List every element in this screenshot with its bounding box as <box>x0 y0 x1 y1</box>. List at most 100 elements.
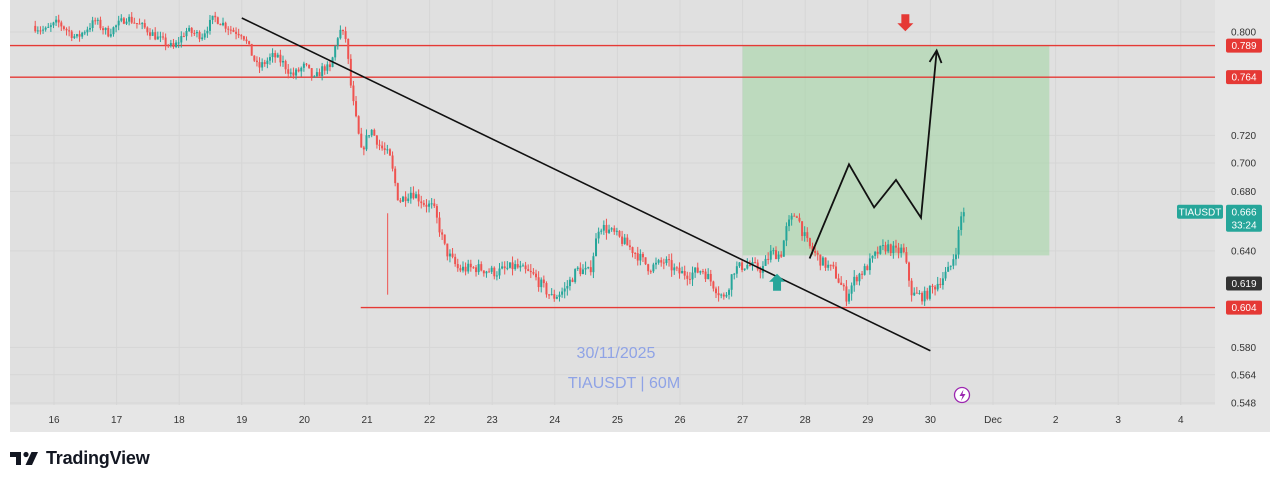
candle-body <box>339 29 342 39</box>
candle-body <box>62 26 65 29</box>
candle-body <box>443 234 446 244</box>
x-tick-label: 22 <box>424 415 436 426</box>
candle-body <box>383 148 386 151</box>
candle-body <box>840 282 843 285</box>
candle-body <box>688 278 691 280</box>
candle-body <box>934 286 937 290</box>
candle-body <box>282 61 285 63</box>
candle-body <box>863 266 866 275</box>
candle-body <box>542 279 545 284</box>
candle-body <box>592 256 595 273</box>
candle-body <box>733 273 736 275</box>
candle-body <box>769 250 772 260</box>
candle-body <box>378 144 381 146</box>
candle-body <box>401 196 404 202</box>
candle-body <box>349 58 352 86</box>
candle-body <box>459 268 462 271</box>
candle-body <box>284 61 287 70</box>
projection-path[interactable] <box>808 50 938 259</box>
candle-body <box>404 196 407 202</box>
watermark-symbol: TIAUSDT | 60M <box>568 375 680 392</box>
candle-body <box>754 262 757 264</box>
candle-body <box>855 276 858 282</box>
candle-body <box>143 23 146 28</box>
candle-body <box>162 36 165 38</box>
candle-body <box>469 263 472 268</box>
candle-body <box>245 39 248 42</box>
candle-body <box>563 288 566 292</box>
candle-body <box>782 240 785 257</box>
target-zone-layer <box>742 45 1050 256</box>
candle-body <box>649 271 652 273</box>
candle-body <box>555 296 558 299</box>
candle-body <box>409 192 412 199</box>
candle-body <box>623 237 626 244</box>
x-tick-label: 26 <box>674 415 686 426</box>
candle-body <box>928 285 931 299</box>
candle-body <box>962 212 965 217</box>
candle-body <box>315 72 318 77</box>
crosshair-price-label: 0.619 <box>1231 279 1256 290</box>
candle-body <box>156 36 159 40</box>
candle-body <box>850 285 853 294</box>
level-price-label: 0.604 <box>1231 303 1256 314</box>
candle-body <box>806 232 809 239</box>
candle-body <box>501 266 504 269</box>
candle-body <box>164 37 167 46</box>
candle-body <box>884 245 887 252</box>
candle-body <box>211 15 214 20</box>
candle-body <box>461 266 464 271</box>
candle-body <box>842 284 845 287</box>
candle-body <box>566 285 569 289</box>
candle-body <box>39 30 42 32</box>
arrow-up-marker[interactable] <box>769 273 786 291</box>
candle-body <box>206 30 209 34</box>
candle-body <box>610 228 613 230</box>
x-tick-label: 16 <box>48 415 60 426</box>
target-zone[interactable] <box>742 45 1050 256</box>
candle-body <box>670 260 673 271</box>
candle-body <box>287 69 290 74</box>
y-tick-label: 0.548 <box>1231 399 1256 410</box>
candle-body <box>644 257 647 265</box>
candle-body <box>561 291 564 295</box>
candle-body <box>686 275 689 279</box>
x-tick-label: 30 <box>925 415 937 426</box>
candle-body <box>422 203 425 205</box>
candle-body <box>681 270 684 274</box>
candle-body <box>889 244 892 254</box>
candle-body <box>417 194 420 202</box>
lightning-icon[interactable] <box>953 386 971 404</box>
candle-body <box>918 293 921 295</box>
candle-body <box>581 269 584 275</box>
candle-body <box>874 251 877 256</box>
candle-body <box>274 53 277 58</box>
candle-body <box>960 216 963 230</box>
candle-body <box>808 238 811 247</box>
x-tick-label: Dec <box>984 415 1002 426</box>
candle-body <box>276 54 279 58</box>
candle-body <box>159 36 162 38</box>
candle-body <box>180 36 183 43</box>
candle-body <box>172 43 175 48</box>
candle-body <box>438 217 441 233</box>
candle-body <box>626 237 629 246</box>
watermark: 30/11/2025 TIAUSDT | 60M <box>568 345 680 392</box>
candle-body <box>780 254 783 257</box>
candle-body <box>253 55 256 61</box>
candle-body <box>305 63 308 65</box>
candle-body <box>490 267 493 272</box>
arrow-down-marker[interactable] <box>897 14 914 32</box>
candle-body <box>441 232 444 235</box>
candle-body <box>926 290 929 299</box>
trendline[interactable] <box>241 17 931 352</box>
candle-body <box>524 265 527 270</box>
candle-body <box>647 264 650 272</box>
candle-body <box>801 221 804 237</box>
candle-body <box>785 226 788 241</box>
candle-body <box>568 279 571 286</box>
candle-body <box>214 15 217 18</box>
candle-body <box>488 271 491 273</box>
candle-body <box>122 18 125 24</box>
